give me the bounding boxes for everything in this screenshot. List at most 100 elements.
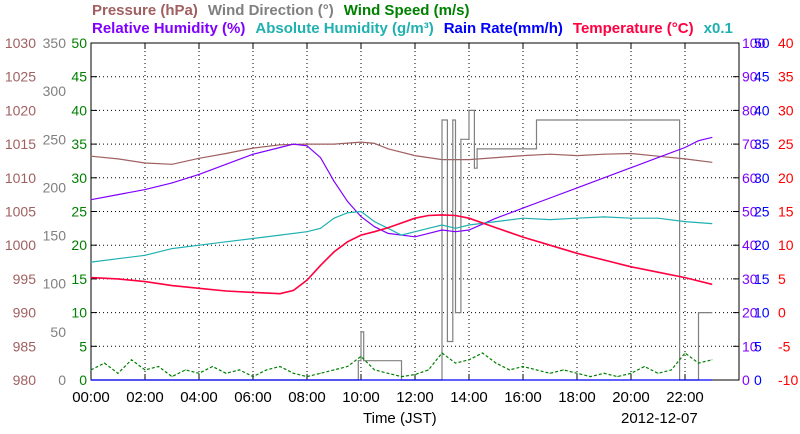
temperature-c-point <box>360 234 362 236</box>
pressure-hpa-point <box>117 158 119 160</box>
rain-rate-tick-label: 0 <box>754 372 762 388</box>
wind-speed-m-s-point <box>117 372 119 374</box>
relative-humidity-point <box>697 140 700 142</box>
pressure-tick-label: 995 <box>13 271 37 287</box>
absolute-humidity-g-m-point <box>373 221 376 223</box>
relative-humidity-point <box>90 199 92 201</box>
wind-speed-m-s-point <box>292 372 295 374</box>
wind-direction-point <box>357 360 359 362</box>
wind-direction-tick-label: 50 <box>50 324 66 340</box>
relative-humidity-point <box>387 232 389 234</box>
humidity-tick-label: 30 <box>742 271 758 287</box>
legend-row-2-entry: x0.1 <box>703 20 733 37</box>
wind-direction-point <box>508 148 511 150</box>
temperature-c-point <box>144 281 146 283</box>
pressure-hpa-point <box>144 162 146 164</box>
x-tick-label: 02:00 <box>126 389 164 406</box>
relative-humidity-point <box>360 216 362 218</box>
relative-humidity-point <box>252 153 254 155</box>
wind-direction-tick-label: 0 <box>58 372 66 388</box>
wind-speed-m-s-point <box>252 376 254 378</box>
wind-direction-point <box>473 167 475 169</box>
wind-direction-point <box>476 148 478 150</box>
wind-direction-tick-label: 350 <box>43 35 67 51</box>
wind-speed-m-s-point <box>630 372 632 374</box>
pressure-tick-label: 1030 <box>5 35 36 51</box>
absolute-humidity-g-m-point <box>333 217 335 219</box>
legend-row-2-entry: Rain Rate(mm/h) <box>443 20 563 37</box>
x-tick-label: 14:00 <box>450 389 488 406</box>
pressure-tick-label: 1015 <box>5 136 36 152</box>
relative-humidity-point <box>346 200 349 202</box>
relative-humidity-point <box>549 197 551 199</box>
wind-speed-tick-label: 15 <box>71 271 87 287</box>
relative-humidity-point <box>427 232 430 234</box>
absolute-humidity-g-m-point <box>360 210 362 213</box>
relative-humidity-point <box>630 167 632 169</box>
relative-humidity-point <box>657 157 659 159</box>
relative-humidity-point <box>711 136 713 138</box>
wind-speed-m-s-point <box>144 369 146 371</box>
absolute-humidity-g-m-point <box>657 217 659 219</box>
wind-speed-tick-label: 35 <box>71 136 87 152</box>
wind-direction-point <box>460 138 462 140</box>
wind-speed-m-s-point <box>171 376 173 378</box>
wind-speed-m-s-point <box>279 365 281 368</box>
wind-speed-m-s-point <box>535 369 538 371</box>
pressure-hpa-point <box>333 143 335 145</box>
wind-speed-m-s-point <box>468 359 470 361</box>
relative-humidity-point <box>576 187 578 189</box>
absolute-humidity-g-m-point <box>549 219 551 221</box>
relative-humidity-point <box>225 163 227 165</box>
relative-humidity-point <box>117 194 119 196</box>
pressure-tick-label: 1025 <box>5 69 36 85</box>
date-label: 2012-12-07 <box>621 410 698 427</box>
pressure-tick-label: 1000 <box>5 237 36 253</box>
pressure-hpa-point <box>711 161 713 163</box>
temperature-tick-label: 40 <box>778 35 794 51</box>
wind-speed-tick-label: 20 <box>71 237 87 253</box>
absolute-humidity-g-m-point <box>495 221 497 223</box>
wind-direction-tick-label: 150 <box>43 228 67 244</box>
absolute-humidity-g-m-point <box>441 224 443 226</box>
absolute-humidity-g-m-point <box>684 221 686 223</box>
relative-humidity-point <box>522 207 524 209</box>
x-tick-label: 06:00 <box>234 389 272 406</box>
pressure-tick-label: 1005 <box>5 204 36 220</box>
temperature-tick-label: 0 <box>778 305 786 321</box>
pressure-hpa-point <box>387 148 389 150</box>
rain-rate-mm-h-point <box>90 379 92 381</box>
wind-speed-m-s-point <box>90 369 92 371</box>
wind-speed-m-s-point <box>373 369 376 371</box>
wind-speed-m-s-point <box>225 372 227 374</box>
pressure-hpa-point <box>495 157 497 159</box>
absolute-humidity-g-m-point <box>306 231 308 233</box>
temperature-c-point <box>711 283 713 285</box>
wind-speed-m-s-point <box>400 376 403 378</box>
legend-row-2-entry: Temperature (°C) <box>572 20 694 37</box>
wind-speed-m-s-point <box>481 352 484 354</box>
relative-humidity-point <box>279 146 281 149</box>
rain-rate-tick-label: 15 <box>754 271 770 287</box>
temperature-tick-label: -5 <box>778 338 791 354</box>
wind-speed-m-s-point <box>157 365 160 368</box>
absolute-humidity-g-m-point <box>400 234 403 236</box>
temperature-c-point <box>387 227 389 229</box>
wind-direction-point <box>603 119 605 121</box>
pressure-hpa-point <box>576 155 578 157</box>
relative-humidity-point <box>144 189 146 191</box>
wind-speed-m-s-point <box>697 362 700 364</box>
absolute-humidity-g-m-point <box>427 227 430 229</box>
wind-direction-point <box>452 119 454 121</box>
absolute-humidity-g-m-point <box>144 254 146 256</box>
humidity-tick-label: 100 <box>742 35 766 51</box>
temperature-c-point <box>333 251 335 253</box>
humidity-tick-label: 80 <box>742 102 758 118</box>
x-tick-label: 00:00 <box>72 389 110 406</box>
wind-speed-tick-label: 0 <box>79 372 87 388</box>
wind-speed-m-s-point <box>360 355 362 357</box>
rain-rate-tick-label: 25 <box>754 204 770 220</box>
wind-speed-m-s-point <box>562 369 565 371</box>
temperature-tick-label: 30 <box>778 102 794 118</box>
